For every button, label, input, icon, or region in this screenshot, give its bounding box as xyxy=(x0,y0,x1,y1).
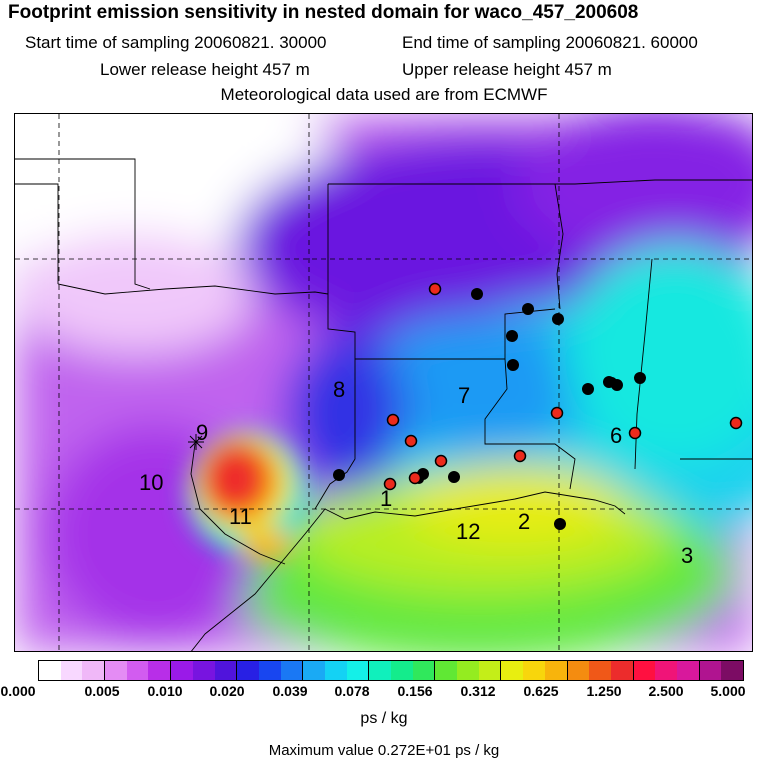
region-label-12: 12 xyxy=(456,519,480,544)
red-station-marker xyxy=(383,477,397,491)
sensitivity-field xyxy=(15,114,752,651)
black-station-marker xyxy=(333,469,345,481)
max-value-label: Maximum value 0.272E+01 ps / kg xyxy=(268,742,500,759)
colorbar-cell xyxy=(699,661,722,680)
colorbar-cell xyxy=(391,661,413,680)
red-station-marker xyxy=(434,454,448,468)
colorbar-cell xyxy=(412,661,436,680)
colorbar-cell xyxy=(435,661,458,680)
colorbar-cell xyxy=(676,661,700,680)
colorbar-units: ps / kg xyxy=(360,710,408,727)
red-station-marker xyxy=(386,413,400,427)
colorbar-tick: 0.312 xyxy=(460,683,496,699)
colorbar-tick: 1.250 xyxy=(586,683,622,699)
colorbar-cell xyxy=(567,661,590,680)
region-labels: 1 2 3 6 7 8 9 10 11 12 xyxy=(139,377,693,568)
black-station-marker xyxy=(554,518,566,530)
colorbar-cell xyxy=(655,661,677,680)
black-station-marker xyxy=(506,330,518,342)
colorbar-cell xyxy=(324,661,347,680)
region-label-9: 9 xyxy=(196,420,208,445)
region-label-3: 3 xyxy=(681,543,693,568)
colorbar-cell xyxy=(39,661,61,680)
region-label-2: 2 xyxy=(518,509,530,534)
region-label-8: 8 xyxy=(333,377,345,402)
colorbar-cell xyxy=(258,661,281,680)
red-station-marker xyxy=(729,416,743,430)
colorbar-cell xyxy=(192,661,215,680)
colorbar-cell xyxy=(369,661,391,680)
red-station-marker xyxy=(404,434,418,448)
map-svg: 1 2 3 6 7 8 9 10 11 12 xyxy=(15,114,752,651)
colorbar-tick: 0.005 xyxy=(84,683,120,699)
colorbar-tick: 0.625 xyxy=(523,683,559,699)
colorbar-cell xyxy=(501,661,524,680)
colorbar-tick: 0.039 xyxy=(272,683,308,699)
region-label-1: 1 xyxy=(380,486,392,511)
lat-lon-grid xyxy=(15,114,752,651)
region-label-7: 7 xyxy=(458,383,470,408)
red-station-marker xyxy=(513,449,527,463)
region-label-6: 6 xyxy=(610,423,622,448)
black-station-marker xyxy=(607,377,617,387)
colorbar-cell xyxy=(82,661,106,680)
colorbar-cell xyxy=(346,661,370,680)
colorbar-cell xyxy=(237,661,259,680)
colorbar-tick: 0.078 xyxy=(334,683,370,699)
red-station-marker xyxy=(408,471,422,485)
colorbar-cell xyxy=(280,661,304,680)
red-stations xyxy=(383,282,743,491)
asterisk-icon xyxy=(188,434,204,450)
start-time-label: Start time of sampling 20060821. 30000 xyxy=(25,33,327,52)
hotspot-plume xyxy=(187,430,307,560)
colorbar-cell xyxy=(148,661,172,680)
colorbar-cell xyxy=(523,661,545,680)
red-station-marker xyxy=(628,426,642,440)
colorbar-tick: 5.000 xyxy=(710,683,746,699)
colorbar-tick: 0.010 xyxy=(147,683,183,699)
colorbar-tick: 0.020 xyxy=(209,683,245,699)
region-label-10: 10 xyxy=(139,470,163,495)
region-label-11: 11 xyxy=(229,504,252,529)
plot-title: Footprint emission sensitivity in nested… xyxy=(8,2,639,23)
end-time-label: End time of sampling 20060821. 60000 xyxy=(402,33,698,52)
red-station-marker xyxy=(550,406,564,420)
colorbar-cell xyxy=(126,661,149,680)
colorbar-cell xyxy=(610,661,634,680)
colorbar-cell xyxy=(633,661,656,680)
black-station-marker xyxy=(634,372,646,384)
upper-height-label: Upper release height 457 m xyxy=(402,60,612,79)
colorbar-cell xyxy=(171,661,193,680)
colorbar xyxy=(38,660,744,681)
colorbar-cell xyxy=(303,661,325,680)
colorbar-tick: 2.500 xyxy=(648,683,684,699)
footprint-map: 1 2 3 6 7 8 9 10 11 12 xyxy=(14,113,753,652)
colorbar-cell xyxy=(60,661,83,680)
colorbar-tick: 0.000 xyxy=(0,683,36,699)
black-station-marker xyxy=(507,359,519,371)
colorbar-cell xyxy=(478,661,502,680)
colorbar-cell xyxy=(105,661,127,680)
colorbar-cell xyxy=(457,661,479,680)
colorbar-tick: 0.156 xyxy=(397,683,433,699)
red-station-marker xyxy=(428,282,442,296)
colorbar-cell xyxy=(721,661,743,680)
black-station-marker xyxy=(552,313,564,325)
colorbar-cell xyxy=(589,661,611,680)
black-station-marker xyxy=(522,303,534,315)
black-station-marker xyxy=(448,471,460,483)
colorbar-cell xyxy=(544,661,568,680)
colorbar-cell xyxy=(214,661,238,680)
black-station-marker xyxy=(471,288,483,300)
met-data-label: Meteorological data used are from ECMWF xyxy=(220,85,548,104)
lower-height-label: Lower release height 457 m xyxy=(100,60,310,79)
black-station-marker xyxy=(582,383,594,395)
